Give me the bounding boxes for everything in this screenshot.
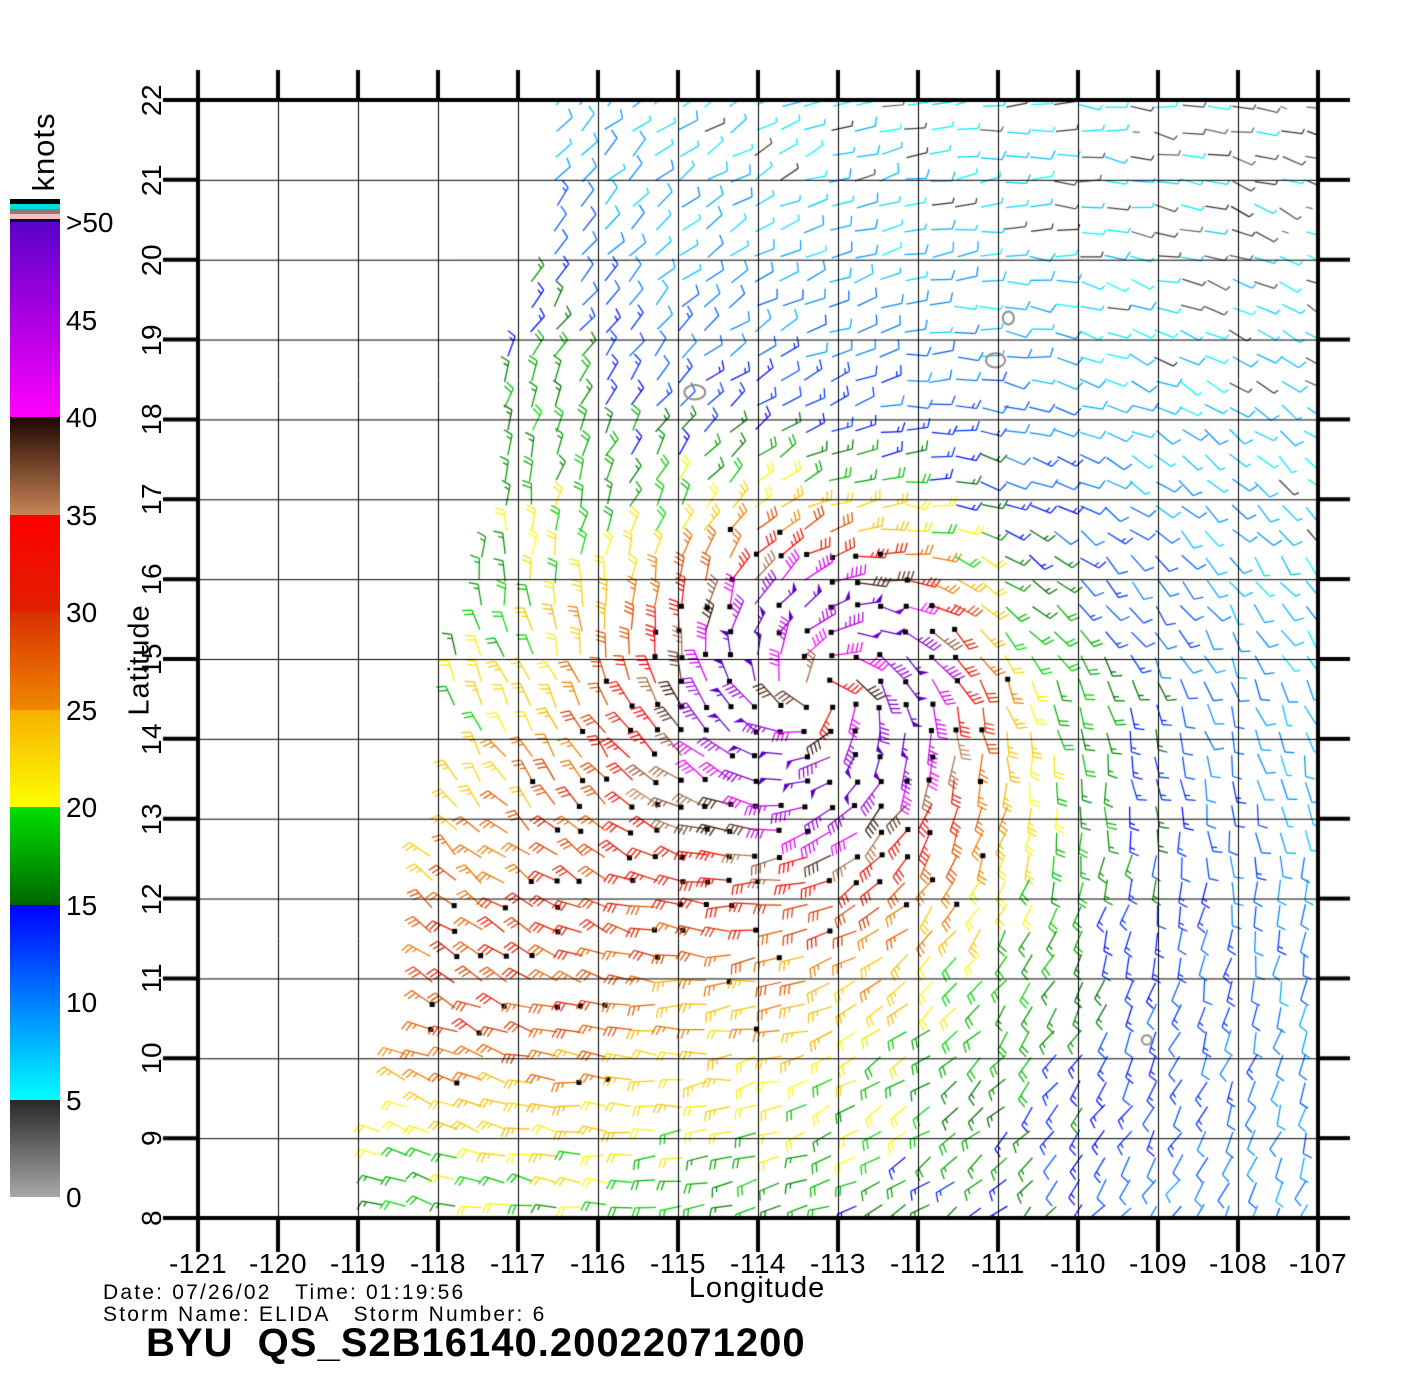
y-tick-label: 8 <box>136 1209 167 1227</box>
colorbar-segment <box>10 1099 60 1197</box>
colorbar-segment <box>10 514 60 612</box>
x-tick-label: -109 <box>1128 1248 1188 1279</box>
y-tick-label: 9 <box>136 1130 167 1147</box>
x-tick-label: -118 <box>410 1248 466 1279</box>
colorbar-segment <box>10 904 60 1100</box>
colorbar-special-band <box>10 204 60 209</box>
colorbar-tick-label: 45 <box>66 304 98 336</box>
y-tick-label: 21 <box>136 163 167 196</box>
x-tick-label: -114 <box>730 1248 786 1279</box>
colorbar-title: knots <box>26 112 61 192</box>
y-tick-label: 11 <box>136 963 167 994</box>
colorbar-segment <box>10 222 60 417</box>
colorbar-special-band <box>10 209 60 214</box>
footer-date-time: Date: 07/26/02 Time: 01:19:56 <box>103 1281 466 1304</box>
x-tick-label: -115 <box>650 1248 706 1279</box>
colorbar-tick-label: 0 <box>66 1182 82 1213</box>
colorbar-tick-label: 25 <box>66 694 98 726</box>
footer-storm-info: Storm Name: ELIDA Storm Number: 6 <box>103 1303 547 1326</box>
x-tick-label: -108 <box>1208 1248 1268 1279</box>
colorbar-tick-label: 5 <box>66 1084 82 1116</box>
colorbar-special-band <box>10 199 60 204</box>
y-tick-label: 14 <box>136 722 167 755</box>
colorbar-tick-label: 40 <box>66 402 98 433</box>
colorbar-segment <box>10 417 60 515</box>
colorbar-segment <box>10 612 60 710</box>
colorbar-special-band <box>10 214 60 219</box>
y-tick-label: 22 <box>136 83 167 117</box>
y-tick-label: 17 <box>136 483 167 516</box>
y-tick-label: 16 <box>136 563 167 596</box>
colorbar-tick-label: >50 <box>66 207 114 238</box>
y-tick-label: 15 <box>136 642 167 676</box>
x-tick-label: -112 <box>890 1248 946 1279</box>
colorbar-special-band <box>10 219 60 222</box>
x-tick-label: -113 <box>810 1248 866 1279</box>
plot-title: BYU QS_S2B16140.20022071200 <box>146 1321 806 1365</box>
x-tick-label: -110 <box>1050 1248 1106 1279</box>
x-axis-title: Longitude <box>688 1272 826 1304</box>
x-tick-label: -107 <box>1288 1248 1348 1279</box>
colorbar-tick-label: 30 <box>66 597 98 628</box>
x-tick-label: -121 <box>168 1248 228 1279</box>
x-tick-label: -119 <box>330 1248 386 1279</box>
y-tick-label: 12 <box>136 882 167 915</box>
colorbar-segment <box>10 807 60 905</box>
colorbar-segment <box>10 709 60 807</box>
colorbar-tick-label: 15 <box>66 889 98 921</box>
y-tick-label: 19 <box>136 323 167 356</box>
y-tick-label: 20 <box>136 243 167 276</box>
y-tick-label: 13 <box>136 802 167 835</box>
colorbar-tick-label: 35 <box>66 499 98 531</box>
colorbar-tick-label: 10 <box>66 987 98 1018</box>
y-tick-label: 18 <box>136 403 167 436</box>
x-tick-label: -111 <box>971 1248 1025 1279</box>
x-tick-label: -117 <box>490 1248 546 1279</box>
y-tick-label: 10 <box>136 1042 167 1075</box>
colorbar-tick-label: 20 <box>66 792 98 823</box>
x-tick-label: -120 <box>248 1248 308 1279</box>
x-tick-label: -116 <box>570 1248 626 1279</box>
